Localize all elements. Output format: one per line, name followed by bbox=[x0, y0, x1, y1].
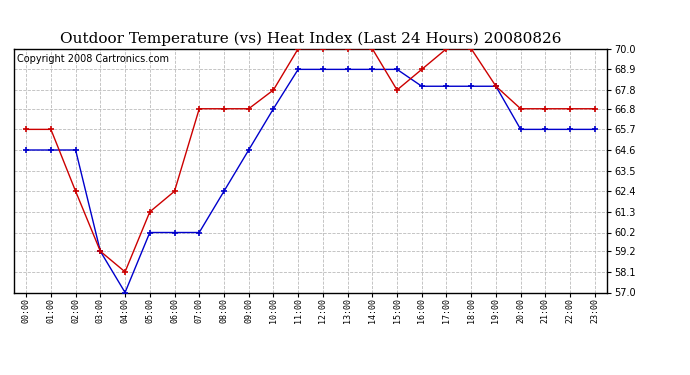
Text: Copyright 2008 Cartronics.com: Copyright 2008 Cartronics.com bbox=[17, 54, 169, 64]
Title: Outdoor Temperature (vs) Heat Index (Last 24 Hours) 20080826: Outdoor Temperature (vs) Heat Index (Las… bbox=[60, 32, 561, 46]
